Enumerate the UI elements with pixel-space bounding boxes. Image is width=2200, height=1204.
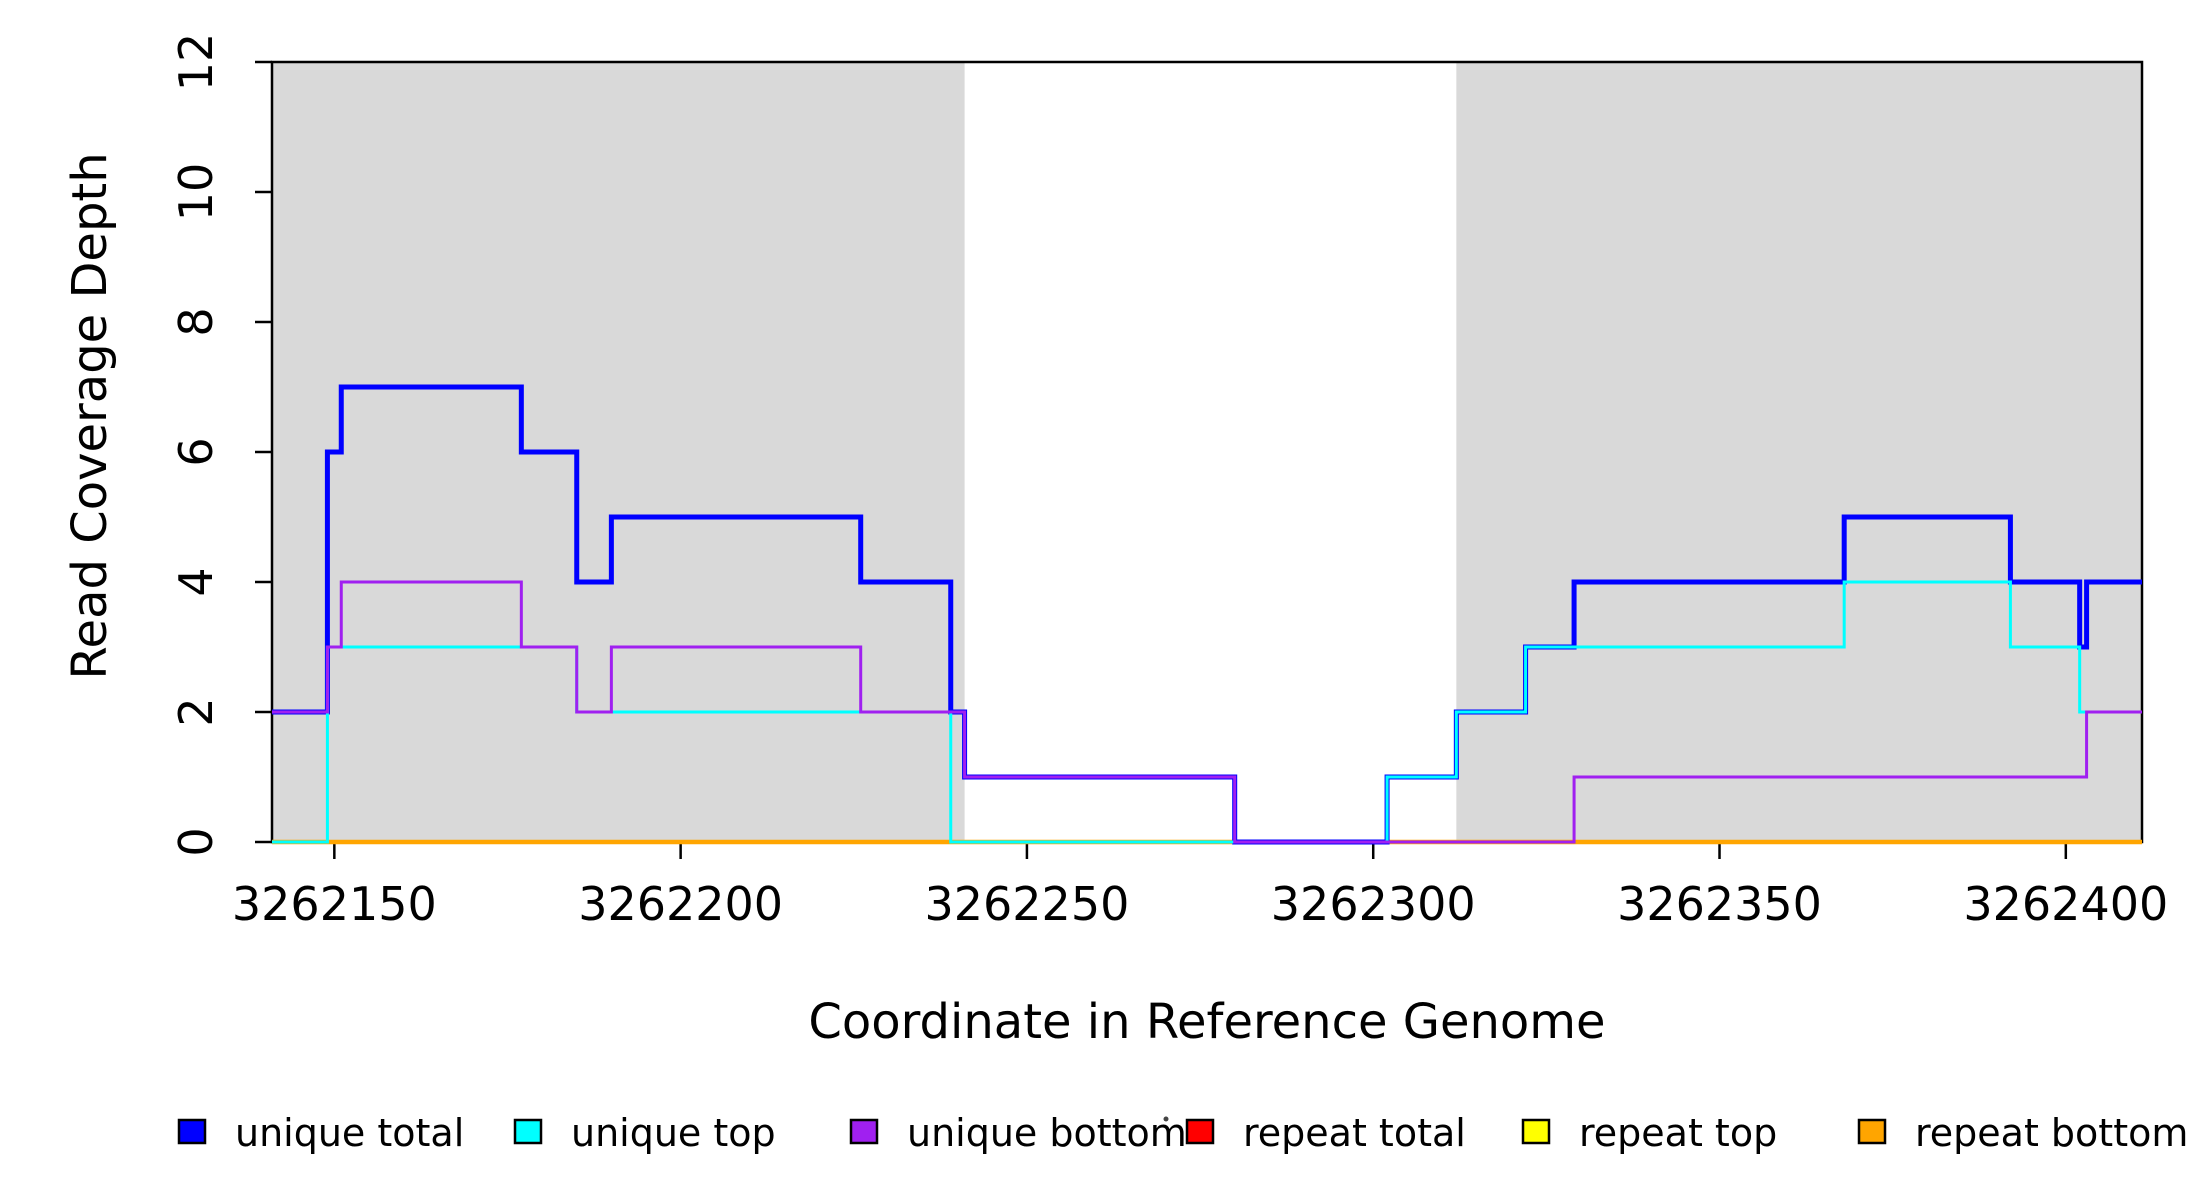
legend-label-repeat-total: repeat total — [1243, 1111, 1466, 1155]
legend-label-unique-top: unique top — [571, 1111, 776, 1155]
y-axis-title: Read Coverage Depth — [62, 152, 118, 679]
axis-ticks-layer: 3262150 3262200 3262250 3262300 3262350 32624… — [169, 33, 2168, 931]
repeat-region-left — [272, 62, 965, 842]
x-axis-title: Coordinate in Reference Genome — [808, 994, 1605, 1050]
x-tick-label: 3262150 — [232, 877, 437, 931]
legend-label-repeat-bottom: repeat bottom — [1915, 1111, 2188, 1155]
legend-label-unique-bottom: unique bottom — [907, 1111, 1187, 1155]
legend-swatch-repeat-total — [1185, 1118, 1215, 1145]
shaded-regions-layer — [272, 62, 2142, 842]
legend-swatch-unique-top — [513, 1118, 543, 1145]
x-tick-label: 3262250 — [924, 877, 1129, 931]
y-tick-label: 12 — [169, 33, 223, 92]
legend-swatch-repeat-top — [1521, 1118, 1551, 1145]
legend-swatch-unique-total — [177, 1118, 207, 1145]
y-tick-label: 0 — [169, 827, 223, 856]
y-tick-label: 2 — [169, 697, 223, 726]
y-tick-label: 4 — [169, 567, 223, 596]
x-tick-label: 3262300 — [1271, 877, 1476, 931]
y-tick-label: 6 — [169, 437, 223, 466]
series-lines-layer — [272, 384, 2142, 845]
legend-label-repeat-top: repeat top — [1579, 1111, 1777, 1155]
y-tick-label: 8 — [169, 307, 223, 336]
legend-swatch-repeat-bottom — [1857, 1118, 1887, 1145]
x-tick-label: 3262200 — [578, 877, 783, 931]
x-tick-label: 3262400 — [1963, 877, 2168, 931]
y-tick-label: 10 — [169, 163, 223, 222]
legend-label-unique-total: unique total — [235, 1111, 464, 1155]
repeat-region-right — [1456, 62, 2142, 842]
legend: unique total unique top unique bottom repea… — [177, 1111, 2188, 1155]
series-line-unique-bottom — [272, 580, 2142, 844]
x-tick-label: 3262350 — [1617, 877, 1822, 931]
stray-dot — [1163, 1116, 1169, 1122]
legend-swatch-unique-bottom — [849, 1118, 879, 1145]
